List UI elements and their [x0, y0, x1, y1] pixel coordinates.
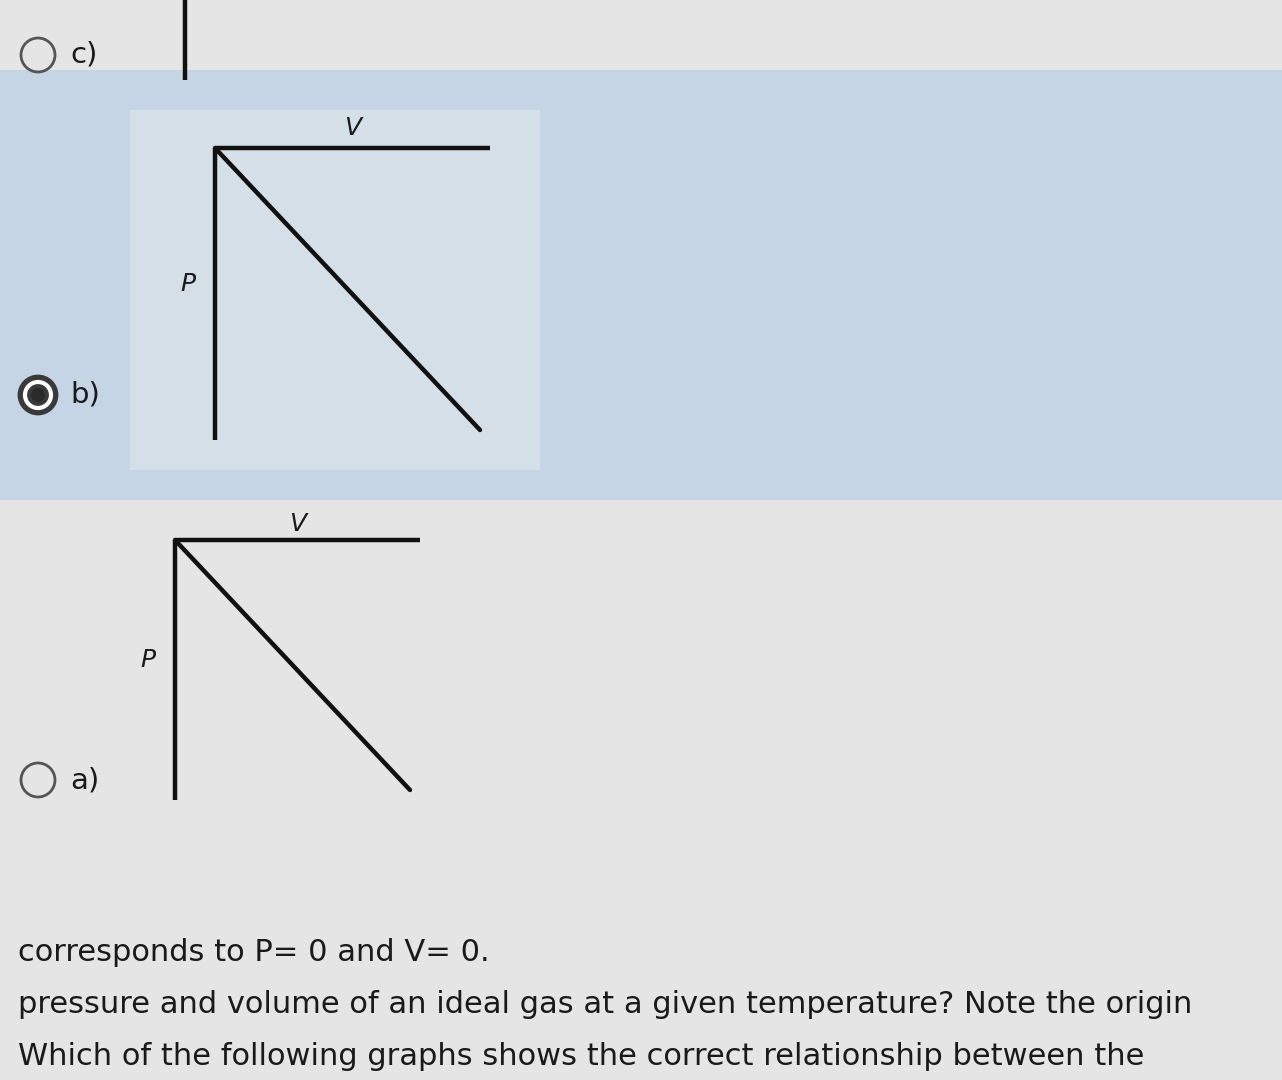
Text: V: V [344, 116, 362, 140]
Text: Which of the following graphs shows the correct relationship between the: Which of the following graphs shows the … [18, 1042, 1145, 1071]
Text: a): a) [71, 766, 99, 794]
Bar [0, 490, 1282, 1080]
Circle shape [19, 376, 56, 414]
Circle shape [31, 388, 45, 402]
Bar [0, 70, 1282, 500]
Text: corresponds to P= 0 and V= 0.: corresponds to P= 0 and V= 0. [18, 939, 490, 967]
Text: b): b) [71, 381, 100, 409]
Bar [0, 0, 1282, 70]
Text: pressure and volume of an ideal gas at a given temperature? Note the origin: pressure and volume of an ideal gas at a… [18, 990, 1192, 1020]
Text: P: P [179, 272, 195, 296]
Text: c): c) [71, 41, 97, 69]
Text: P: P [140, 648, 155, 672]
Text: V: V [288, 512, 306, 536]
Bar [129, 110, 540, 470]
